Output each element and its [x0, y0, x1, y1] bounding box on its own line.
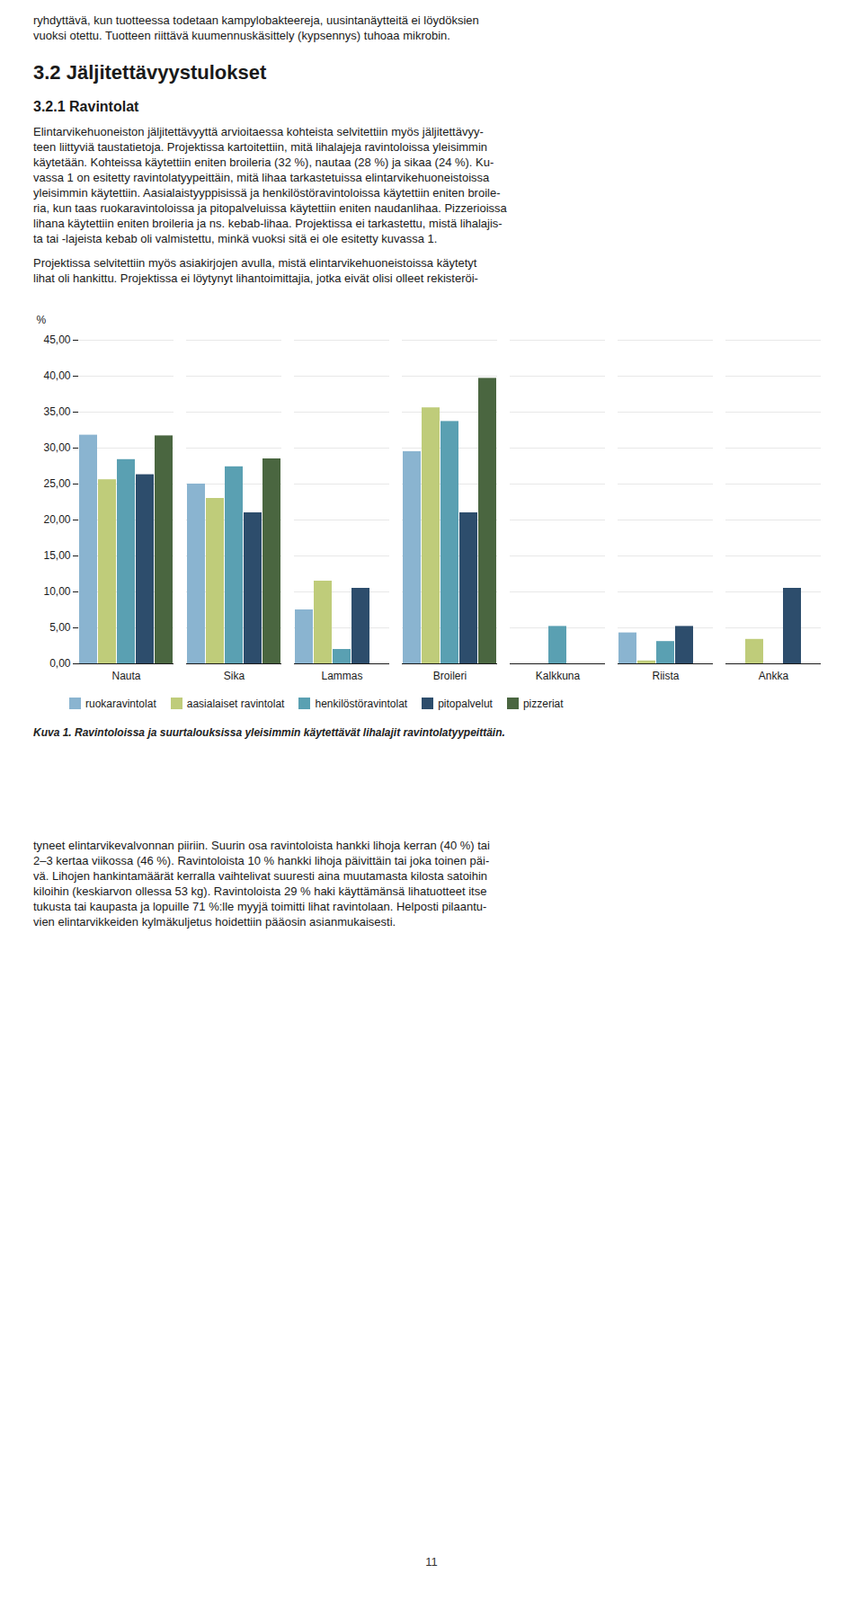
html-text:Elintarvikehuoneiston jäljitet: Elintarvikehuoneiston jäljitettävyyttä a…: [33, 124, 484, 139]
html-text:tyneet elintarvikevalvonnan pi: tyneet elintarvikevalvonnan piiriin. Suu…: [33, 838, 490, 853]
html-text:yleisimmin käytettiin. Aasiala: yleisimmin käytettiin. Aasialaistyyppisi…: [33, 186, 501, 200]
html-text:2–3 kertaa viikossa (46 %). Ra: 2–3 kertaa viikossa (46 %). Ravintoloist…: [33, 854, 490, 868]
svg-text:%: %: [36, 313, 47, 327]
html-text:aasialaiset ravintolat: aasialaiset ravintolat: [186, 697, 285, 711]
html-text:lihana käytettiin eniten broil: lihana käytettiin eniten broileria ja ns…: [33, 216, 503, 231]
html-text:ta tai -lajeista kebab oli val: ta tai -lajeista kebab oli valmistettu, …: [33, 231, 438, 246]
svg-text:Ankka: Ankka: [758, 669, 790, 683]
svg-text:45,00: 45,00: [43, 333, 71, 347]
html-text:Kuva 1. Ravintoloissa ja suurt: Kuva 1. Ravintoloissa ja suurtalouksissa…: [33, 726, 506, 739]
svg-text:Broileri: Broileri: [433, 669, 467, 683]
svg-text:Lammas: Lammas: [320, 669, 363, 683]
svg-text:Kalkkuna: Kalkkuna: [535, 669, 581, 683]
svg-text:30,00: 30,00: [43, 441, 71, 454]
svg-text:15,00: 15,00: [43, 549, 71, 562]
html-text:vä. Lihojen hankintamäärät ker: vä. Lihojen hankintamäärät kerralla vaih…: [33, 869, 488, 883]
svg-text:20,00: 20,00: [43, 513, 71, 526]
svg-text:Nauta: Nauta: [111, 669, 141, 683]
html-text:ryhdyttävä, kun tuotteessa tod: ryhdyttävä, kun tuotteessa todetaan kamp…: [33, 13, 479, 27]
html-text:ria, kun taas ruokaravintolois: ria, kun taas ruokaravintoloissa ja pito…: [33, 201, 507, 215]
svg-text:Sika: Sika: [223, 669, 246, 683]
svg-text:40,00: 40,00: [43, 369, 71, 383]
html-text:henkilöstöravintolat: henkilöstöravintolat: [315, 697, 408, 711]
html-text:lihat oli hankittu. Projektiss: lihat oli hankittu. Projektissa ei löyty…: [33, 271, 479, 285]
html-text:11: 11: [425, 1555, 438, 1569]
html-text:teen liittyviä taustatietoja.: teen liittyviä taustatietoja. Projektiss…: [33, 140, 488, 154]
html-text:3.2 Jäljitettävyystulokset: 3.2 Jäljitettävyystulokset: [33, 61, 267, 84]
html-text:vien elintarvikkeiden kylmäkul: vien elintarvikkeiden kylmäkuljetus hoid…: [33, 915, 396, 929]
svg-text:35,00: 35,00: [43, 405, 71, 419]
html-text:vuoksi otettu. Tuotteen riittä: vuoksi otettu. Tuotteen riittävä kuumenn…: [33, 28, 451, 43]
svg-text:0,00: 0,00: [49, 657, 72, 670]
html-text:käytetään. Kohteissa käytettii: käytetään. Kohteissa käytettiin eniten b…: [33, 155, 494, 170]
html-text:ruokaravintolat: ruokaravintolat: [85, 697, 157, 711]
html-text:pitopalvelut: pitopalvelut: [437, 697, 493, 711]
html-text:kiloihin (keskiarvon ollessa 5: kiloihin (keskiarvon ollessa 53 kg). Rav…: [33, 884, 487, 899]
svg-text:25,00: 25,00: [43, 477, 71, 490]
svg-text:Riista: Riista: [651, 669, 679, 683]
svg-text:10,00: 10,00: [43, 585, 71, 598]
html-text:3.2.1 Ravintolat: 3.2.1 Ravintolat: [33, 98, 139, 115]
svg-text:5,00: 5,00: [49, 621, 72, 634]
html-text:vassa 1 on esitetty ravintolat: vassa 1 on esitetty ravintolatyypeittäin…: [33, 170, 490, 185]
html-text:pizzeriat: pizzeriat: [523, 697, 564, 711]
html-text:Projektissa selvitettiin myös: Projektissa selvitettiin myös asiakirjoj…: [33, 256, 477, 270]
html-text:tukusta tai kaupasta ja lopuil: tukusta tai kaupasta ja lopuille 71 %:ll…: [33, 899, 487, 914]
